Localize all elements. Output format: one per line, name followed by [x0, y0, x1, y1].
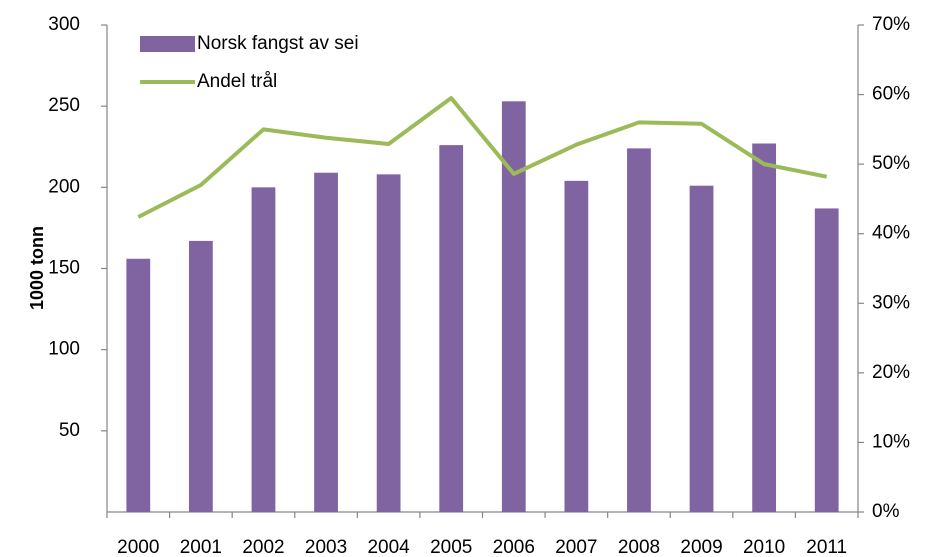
x-tick-label: 2004 — [367, 537, 410, 557]
y2-tick-label: 30% — [872, 292, 910, 313]
y-tick-label: 250 — [48, 95, 80, 116]
legend-label: Norsk fangst av sei — [197, 33, 359, 54]
bar — [564, 180, 589, 512]
y-tick-label: 200 — [48, 176, 80, 197]
x-tick-label: 2009 — [680, 537, 722, 557]
bar — [752, 143, 777, 512]
y2-tick-label: 50% — [872, 153, 910, 174]
y2-tick-label: 60% — [872, 84, 910, 105]
x-tick-label: 2010 — [743, 537, 785, 557]
x-tick-label: 2011 — [806, 537, 847, 557]
y2-tick-label: 20% — [872, 362, 910, 383]
x-tick-label: 2000 — [117, 537, 159, 557]
bar — [439, 145, 464, 513]
y-tick-label: 100 — [48, 339, 80, 360]
bar — [689, 185, 714, 512]
bar — [814, 208, 839, 513]
legend-swatch — [140, 36, 195, 52]
y-axis-label: 1000 tonn — [27, 226, 47, 310]
y2-tick-label: 10% — [872, 431, 910, 452]
bar — [376, 174, 401, 512]
bar — [126, 258, 151, 512]
y-tick-label: 50 — [59, 420, 80, 441]
y-tick-label: 300 — [48, 14, 80, 35]
bar — [627, 148, 651, 512]
bar — [188, 240, 213, 513]
y-tick-label: 150 — [48, 258, 80, 279]
bar — [501, 101, 526, 513]
bar — [314, 172, 338, 512]
x-tick-label: 2008 — [618, 537, 660, 557]
x-tick-label: 2007 — [555, 537, 597, 557]
x-tick-label: 2003 — [305, 537, 347, 557]
x-tick-label: 2002 — [242, 537, 284, 557]
y2-tick-label: 70% — [872, 14, 910, 35]
x-tick-label: 2006 — [493, 537, 535, 557]
line — [137, 96, 828, 219]
y2-tick-label: 40% — [872, 223, 910, 244]
legend-label: Andel trål — [197, 71, 277, 92]
x-tick-label: 2001 — [180, 537, 222, 557]
y2-tick-label: 0% — [872, 501, 900, 522]
bar — [251, 187, 276, 513]
x-tick-label: 2005 — [430, 537, 472, 557]
